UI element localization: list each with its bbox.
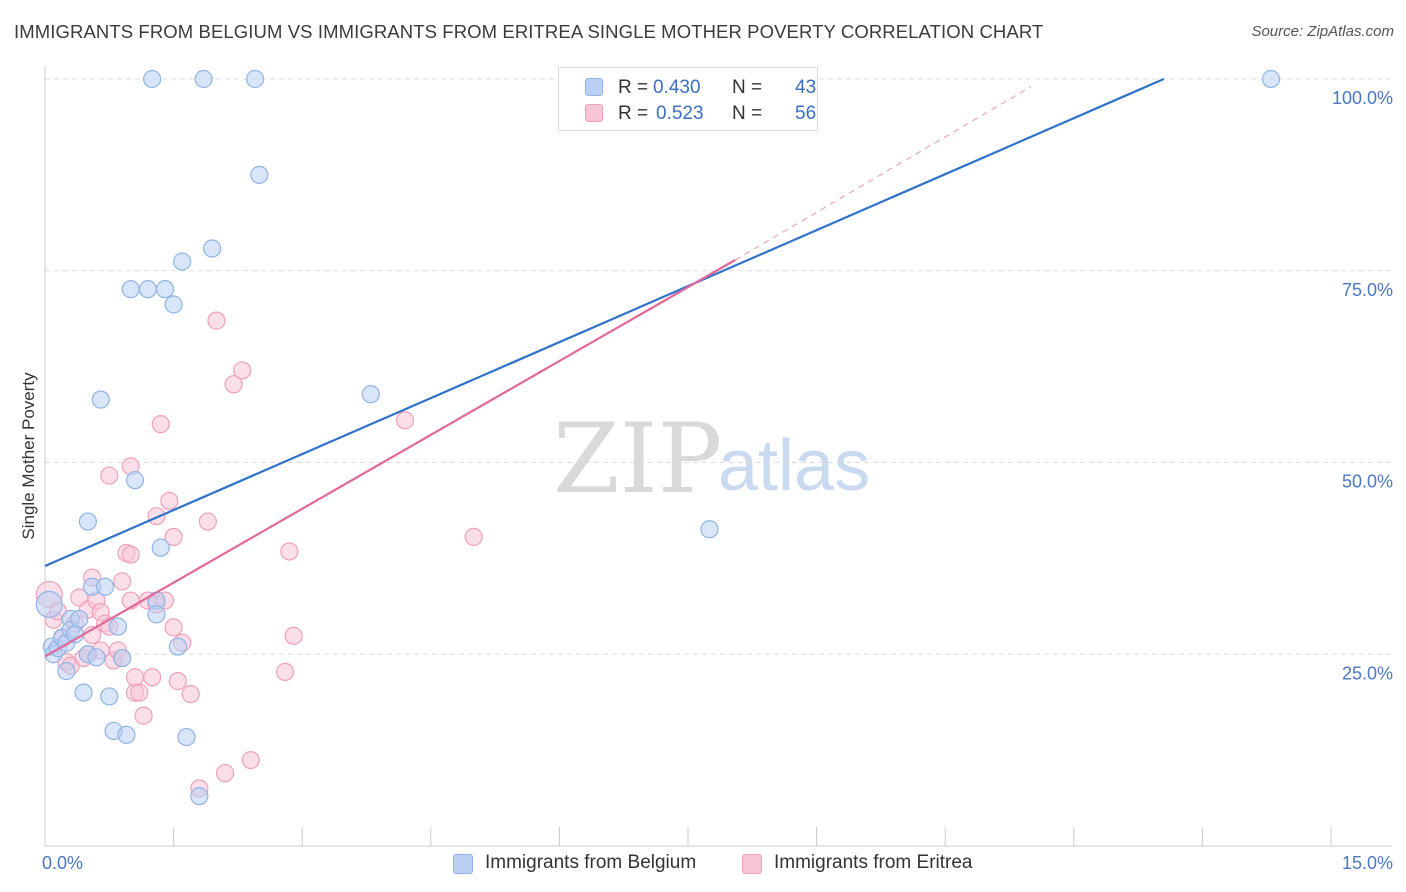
- legend-r-label: R =: [618, 77, 649, 98]
- eritrea-point: [233, 361, 252, 380]
- belgium-point: [143, 69, 162, 89]
- trend-lines: [44, 77, 1165, 658]
- axes: [44, 66, 1392, 847]
- legend-swatch-eritrea: [742, 854, 762, 874]
- chart-title: IMMIGRANTS FROM BELGIUM VS IMMIGRANTS FR…: [14, 21, 1044, 42]
- eritrea-point: [164, 527, 183, 546]
- eritrea-point: [215, 764, 235, 783]
- eritrea-point: [130, 683, 149, 702]
- belgium-point: [190, 787, 209, 806]
- eritrea-point: [280, 542, 299, 561]
- legend-n-value: 43: [795, 77, 817, 98]
- legend-series-name: Immigrants from Belgium: [485, 852, 697, 873]
- legend-swatch-belgium: [585, 78, 603, 96]
- y-tick-label: 75.0%: [1342, 280, 1393, 300]
- eritrea-point: [151, 415, 170, 434]
- belgium-point: [177, 727, 196, 747]
- source-credit: Source: ZipAtlas.com: [1251, 23, 1394, 40]
- belgium-point: [78, 512, 97, 531]
- eritrea-point: [181, 685, 200, 704]
- belgium-point: [203, 239, 222, 258]
- belgium-point: [74, 683, 93, 702]
- legend-r-label: R =: [618, 103, 649, 124]
- belgium-point: [361, 385, 380, 404]
- belgium-point: [700, 520, 719, 539]
- tick-labels: 25.0% 50.0% 75.0% 100.0% 0.0% 15.0%: [42, 88, 1393, 873]
- belgium-point: [155, 280, 175, 299]
- trend-line-belgium: [44, 77, 1165, 568]
- eritrea-point: [395, 411, 415, 430]
- eritrea-point: [160, 491, 179, 510]
- belgium-point: [194, 69, 213, 89]
- belgium-point: [91, 390, 110, 409]
- correlation-legend: R = 0.430 N = 43 R = 0.523 N = 56: [558, 67, 818, 131]
- belgium-point: [250, 165, 269, 184]
- eritrea-point: [241, 750, 260, 770]
- eritrea-point: [198, 512, 217, 531]
- belgium-point: [100, 687, 119, 706]
- y-tick-label: 100.0%: [1332, 88, 1393, 108]
- belgium-point: [121, 280, 140, 299]
- legend-n-value: 56: [795, 103, 817, 124]
- belgium-point: [138, 280, 157, 299]
- belgium-point: [87, 648, 106, 667]
- eritrea-point: [113, 572, 132, 591]
- belgium-point: [125, 471, 145, 490]
- belgium-point: [168, 637, 187, 656]
- legend-n-label: N =: [732, 103, 763, 124]
- watermark: ZIP atlas: [553, 403, 870, 515]
- belgium-point: [95, 577, 115, 596]
- x-tick-label: 15.0%: [1342, 853, 1393, 873]
- belgium-point: [245, 69, 265, 89]
- belgium-point: [57, 662, 76, 681]
- belgium-point: [1261, 69, 1281, 89]
- eritrea-point: [121, 545, 140, 564]
- eritrea-point: [464, 527, 483, 546]
- eritrea-point: [100, 466, 119, 485]
- eritrea-point: [134, 706, 153, 725]
- eritrea-point: [147, 507, 166, 526]
- belgium-point: [164, 295, 183, 314]
- belgium-point: [117, 725, 136, 744]
- watermark-zip: ZIP: [553, 403, 722, 515]
- belgium-point: [70, 609, 89, 629]
- legend-series-name: Immigrants from Eritrea: [774, 852, 973, 873]
- eritrea-point: [207, 311, 226, 330]
- belgium-point: [147, 605, 166, 624]
- eritrea-point: [284, 626, 303, 645]
- y-axis-label: Single Mother Poverty: [19, 372, 38, 540]
- belgium-point: [113, 648, 132, 668]
- belgium-point: [173, 252, 192, 271]
- trend-line-eritrea: [44, 259, 736, 658]
- y-tick-label: 25.0%: [1342, 663, 1393, 683]
- legend-swatch-belgium: [453, 854, 473, 874]
- eritrea-point: [143, 668, 162, 687]
- legend-n-label: N =: [732, 77, 763, 98]
- legend-swatch-eritrea: [585, 104, 603, 122]
- eritrea-point: [168, 671, 187, 691]
- legend-r-value: 0.430: [653, 77, 701, 98]
- x-tick-label: 0.0%: [42, 853, 83, 873]
- eritrea-point: [164, 618, 183, 637]
- eritrea-point: [275, 662, 295, 681]
- y-tick-label: 50.0%: [1342, 472, 1393, 492]
- trend-line-eritrea-extension: [734, 86, 1032, 261]
- eritrea-point: [224, 375, 243, 394]
- eritrea-point: [125, 668, 145, 687]
- series-belgium-points: [35, 69, 1281, 806]
- watermark-atlas: atlas: [718, 426, 870, 506]
- legend-r-value: 0.523: [656, 103, 704, 124]
- belgium-point: [151, 538, 170, 557]
- belgium-point: [108, 617, 127, 636]
- belgium-point: [35, 590, 63, 618]
- eritrea-point: [70, 588, 89, 607]
- series-eritrea-points: [35, 69, 620, 798]
